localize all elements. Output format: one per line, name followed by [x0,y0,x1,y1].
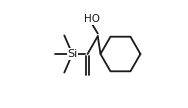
Text: HO: HO [84,14,100,24]
Text: Si: Si [67,49,77,59]
